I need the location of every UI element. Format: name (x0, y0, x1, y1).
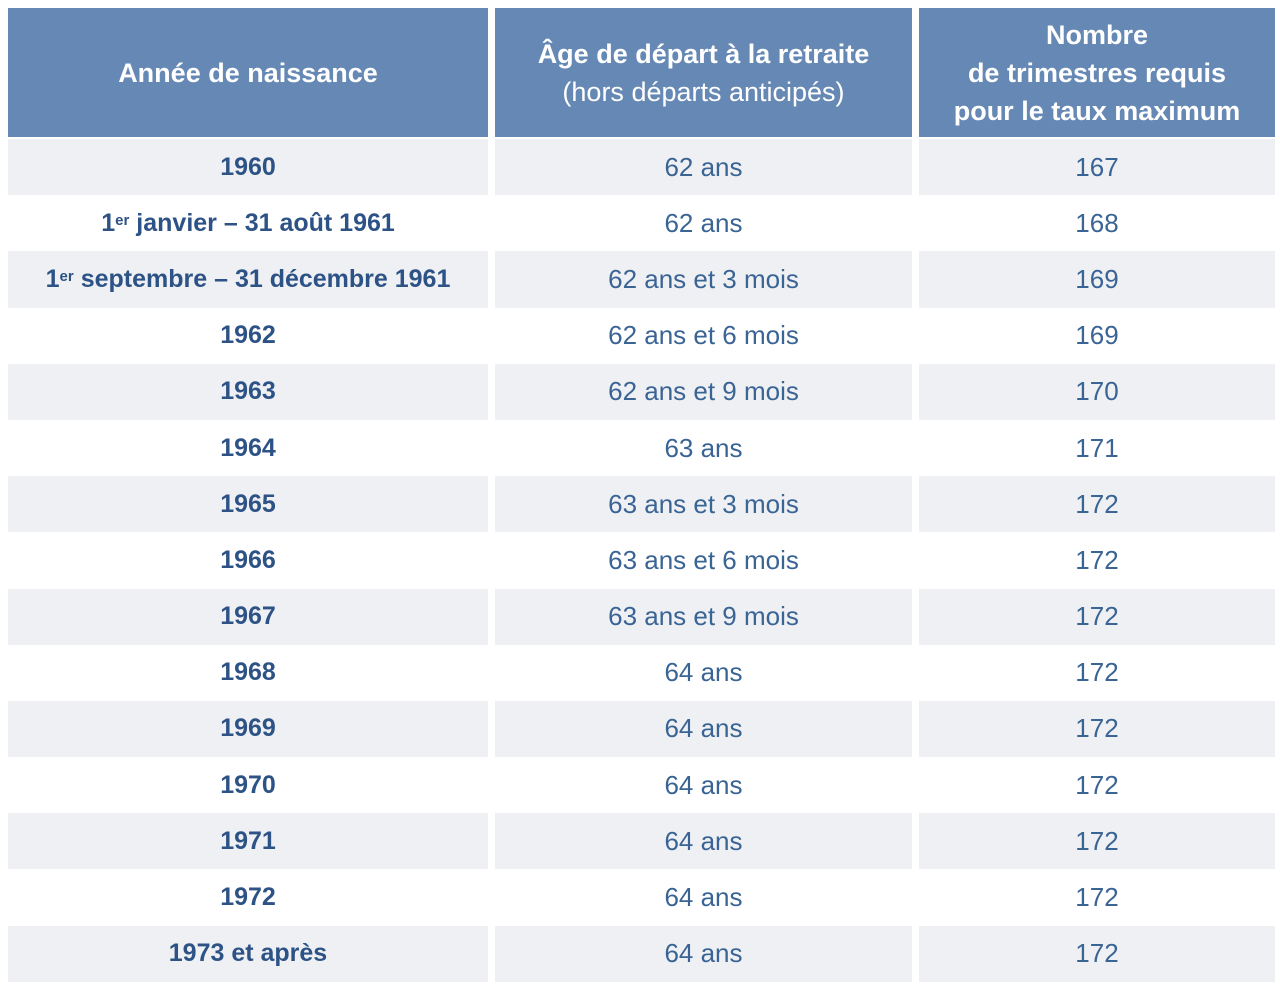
quarters-cell: 172 (919, 700, 1275, 758)
age-cell: 63 ans et 3 mois (495, 476, 912, 533)
birth-year: 1970 (220, 770, 276, 799)
header-subtitle: (hors départs anticipés) (562, 76, 845, 107)
birth-year: 1962 (220, 321, 276, 350)
age-cell: 63 ans et 6 mois (495, 532, 912, 589)
birth-cell: 1970 (8, 757, 488, 814)
birth-year: 1968 (220, 658, 276, 687)
birth-cell: 1962 (8, 307, 488, 364)
birth-cell: 1960 (8, 139, 488, 196)
quarters-cell: 172 (919, 813, 1275, 870)
quarters-cell: 172 (919, 644, 1275, 701)
birth-cell: 1971 (8, 813, 488, 870)
header-line: Année de naissance (118, 57, 378, 88)
birth-year: 1973 et après (168, 939, 328, 968)
age-cell: 64 ans (495, 813, 912, 870)
age-cell: 62 ans (495, 139, 912, 196)
birth-period: septembre – 31 décembre 1961 (80, 264, 451, 293)
quarters-cell: 170 (919, 363, 1275, 420)
age-cell: 64 ans (495, 700, 912, 758)
birth-cell: 1969 (8, 700, 488, 758)
quarters-cell: 169 (919, 307, 1275, 364)
birth-cell: 1966 (8, 532, 488, 589)
birth-cell: 1 er janvier – 31 août 1961 (8, 195, 488, 252)
quarters-cell: 172 (919, 476, 1275, 533)
birth-cell: 1963 (8, 363, 488, 420)
age-cell: 64 ans (495, 925, 912, 982)
quarters-cell: 172 (919, 588, 1275, 645)
age-cell: 64 ans (495, 869, 912, 926)
birth-year: 1971 (220, 826, 276, 855)
birth-cell: 1 er septembre – 31 décembre 1961 (8, 251, 488, 308)
age-cell: 64 ans (495, 644, 912, 701)
header-line: Nombre (1045, 19, 1148, 50)
birth-year: 1964 (220, 433, 276, 462)
birth-year: 1960 (220, 152, 276, 181)
header-cell: Âge de départ à la retraite (hors départs… (495, 8, 912, 137)
birth-year: 1963 (220, 377, 276, 406)
header-cell: Année de naissance (8, 8, 488, 137)
birth-year: 1972 (220, 883, 276, 912)
birth-year: 1 (101, 208, 116, 237)
age-cell: 62 ans et 9 mois (495, 363, 912, 420)
age-cell: 62 ans (495, 195, 912, 252)
age-cell: 63 ans (495, 419, 912, 477)
quarters-cell: 168 (919, 195, 1275, 252)
birth-cell: 1965 (8, 476, 488, 533)
age-cell: 62 ans et 3 mois (495, 251, 912, 308)
quarters-cell: 172 (919, 532, 1275, 589)
quarters-cell: 172 (919, 925, 1275, 982)
quarters-cell: 172 (919, 757, 1275, 814)
header-line: Âge de départ à la retraite (537, 38, 870, 69)
quarters-cell: 172 (919, 869, 1275, 926)
birth-year: 1 (45, 264, 60, 293)
birth-cell: 1968 (8, 644, 488, 701)
birth-cell: 1964 (8, 419, 488, 477)
birth-cell: 1972 (8, 869, 488, 926)
birth-year: 1966 (220, 545, 276, 574)
age-cell: 62 ans et 6 mois (495, 307, 912, 364)
retirement-table: Année de naissance Âge de départ à la ret… (8, 8, 1275, 982)
birth-year: 1969 (220, 714, 276, 743)
birth-cell: 1967 (8, 588, 488, 645)
header-line: pour le taux maximum (953, 95, 1241, 126)
quarters-cell: 167 (919, 139, 1275, 196)
birth-cell: 1973 et après (8, 925, 488, 982)
birth-year: 1965 (220, 489, 276, 518)
header-cell: Nombre de trimestres requis pour le taux m… (919, 8, 1275, 137)
quarters-cell: 171 (919, 419, 1275, 477)
header-line: de trimestres requis (967, 57, 1227, 88)
age-cell: 64 ans (495, 757, 912, 814)
quarters-cell: 169 (919, 251, 1275, 308)
birth-year: 1967 (220, 602, 276, 631)
age-cell: 63 ans et 9 mois (495, 588, 912, 645)
birth-period: janvier – 31 août 1961 (136, 208, 395, 237)
